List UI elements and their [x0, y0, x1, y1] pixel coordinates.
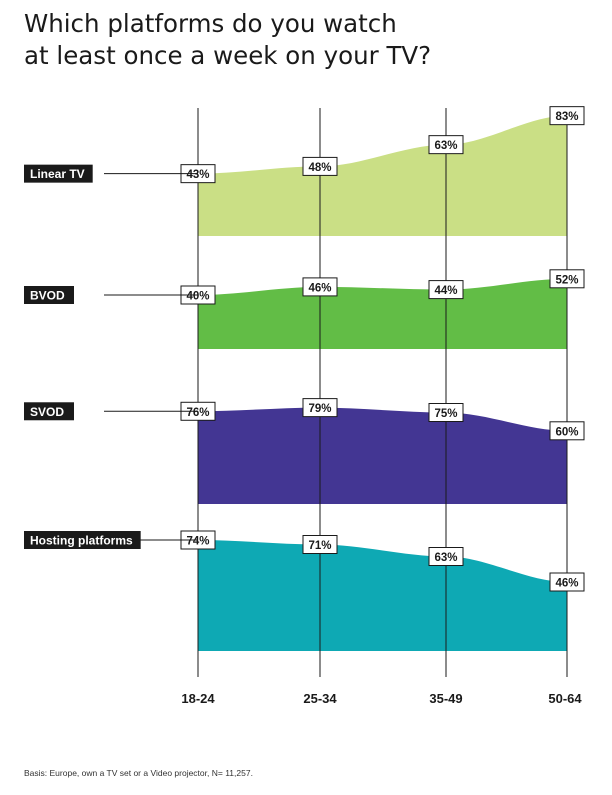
series-labels: Linear TV BVOD SVOD Hosting platforms [24, 164, 198, 549]
footnote: Basis: Europe, own a TV set or a Video p… [24, 768, 253, 778]
value-label-box [302, 277, 338, 297]
value-label-text: 43% [186, 169, 209, 181]
value-label-box [549, 269, 585, 289]
series-label-svod: SVOD [30, 405, 64, 419]
value-label-text: 71% [308, 540, 331, 552]
value-label-svod-35-49: 75% [428, 403, 464, 422]
series-label-bg-linear-tv [24, 164, 93, 183]
value-label-box [302, 398, 338, 418]
value-label-bvod-50-64: 52% [549, 269, 585, 289]
area-bvod [198, 278, 567, 349]
value-label-svod-25-34: 79% [302, 398, 338, 418]
value-label-box [428, 547, 464, 566]
chart-title: Which platforms do you watch at least on… [24, 8, 584, 72]
series-label-bvod: BVOD [30, 289, 65, 303]
value-label-text: 76% [186, 407, 209, 419]
chart-title-line-2: at least once a week on your TV? [24, 41, 432, 70]
value-label-text: 63% [434, 140, 457, 152]
value-label-hosting-platforms-50-64: 46% [549, 572, 585, 592]
series-label-bg-hosting-platforms [24, 531, 141, 549]
value-label-text: 75% [434, 408, 457, 420]
value-label-box [428, 403, 464, 422]
value-label-text: 44% [434, 285, 457, 297]
value-label-hosting-platforms-25-34: 71% [302, 535, 338, 554]
value-label-linear-tv-25-34: 48% [302, 156, 338, 176]
chart-title-line-1: Which platforms do you watch [24, 9, 397, 38]
value-label-text: 79% [308, 403, 331, 415]
x-tick-label-50-64: 50-64 [548, 691, 582, 706]
value-label-box [302, 156, 338, 176]
value-label-text: 46% [308, 282, 331, 294]
area-hosting-platforms [198, 540, 567, 651]
value-label-text: 48% [308, 162, 331, 174]
value-label-box [302, 535, 338, 554]
data-labels: 43% 48% 63% 83% 40% 46% 44% 52% 76% 79% 75% 60% 74% 7… [180, 106, 585, 592]
value-label-linear-tv-50-64: 83% [549, 106, 585, 126]
series-label-hosting-platforms: Hosting platforms [30, 534, 133, 548]
series-label-linear-tv: Linear TV [30, 167, 85, 181]
value-label-bvod-35-49: 44% [428, 280, 464, 300]
value-label-box [549, 421, 585, 441]
value-label-box [549, 572, 585, 592]
x-tick-label-35-49: 35-49 [429, 691, 462, 706]
value-label-text: 63% [434, 552, 457, 564]
value-label-text: 46% [555, 578, 578, 590]
value-label-box [428, 280, 464, 300]
value-label-svod-50-64: 60% [549, 421, 585, 441]
value-label-linear-tv-35-49: 63% [428, 135, 464, 155]
value-label-text: 52% [555, 274, 578, 286]
value-label-text: 60% [555, 426, 578, 438]
series-label-bg-svod [24, 402, 74, 421]
value-label-text: 40% [186, 291, 209, 303]
value-label-box [428, 135, 464, 155]
value-label-text: 83% [555, 111, 578, 123]
value-label-box [549, 106, 585, 126]
series-label-bg-bvod [24, 286, 74, 304]
x-tick-label-25-34: 25-34 [303, 691, 337, 706]
value-label-hosting-platforms-35-49: 63% [428, 547, 464, 566]
x-axis: 18-24 25-34 35-49 50-64 [181, 691, 582, 706]
area-layer [198, 115, 567, 651]
area-linear-tv [198, 115, 567, 236]
area-svod [198, 407, 567, 504]
value-label-bvod-25-34: 46% [302, 277, 338, 297]
value-label-text: 74% [186, 536, 209, 548]
x-tick-label-18-24: 18-24 [181, 691, 215, 706]
